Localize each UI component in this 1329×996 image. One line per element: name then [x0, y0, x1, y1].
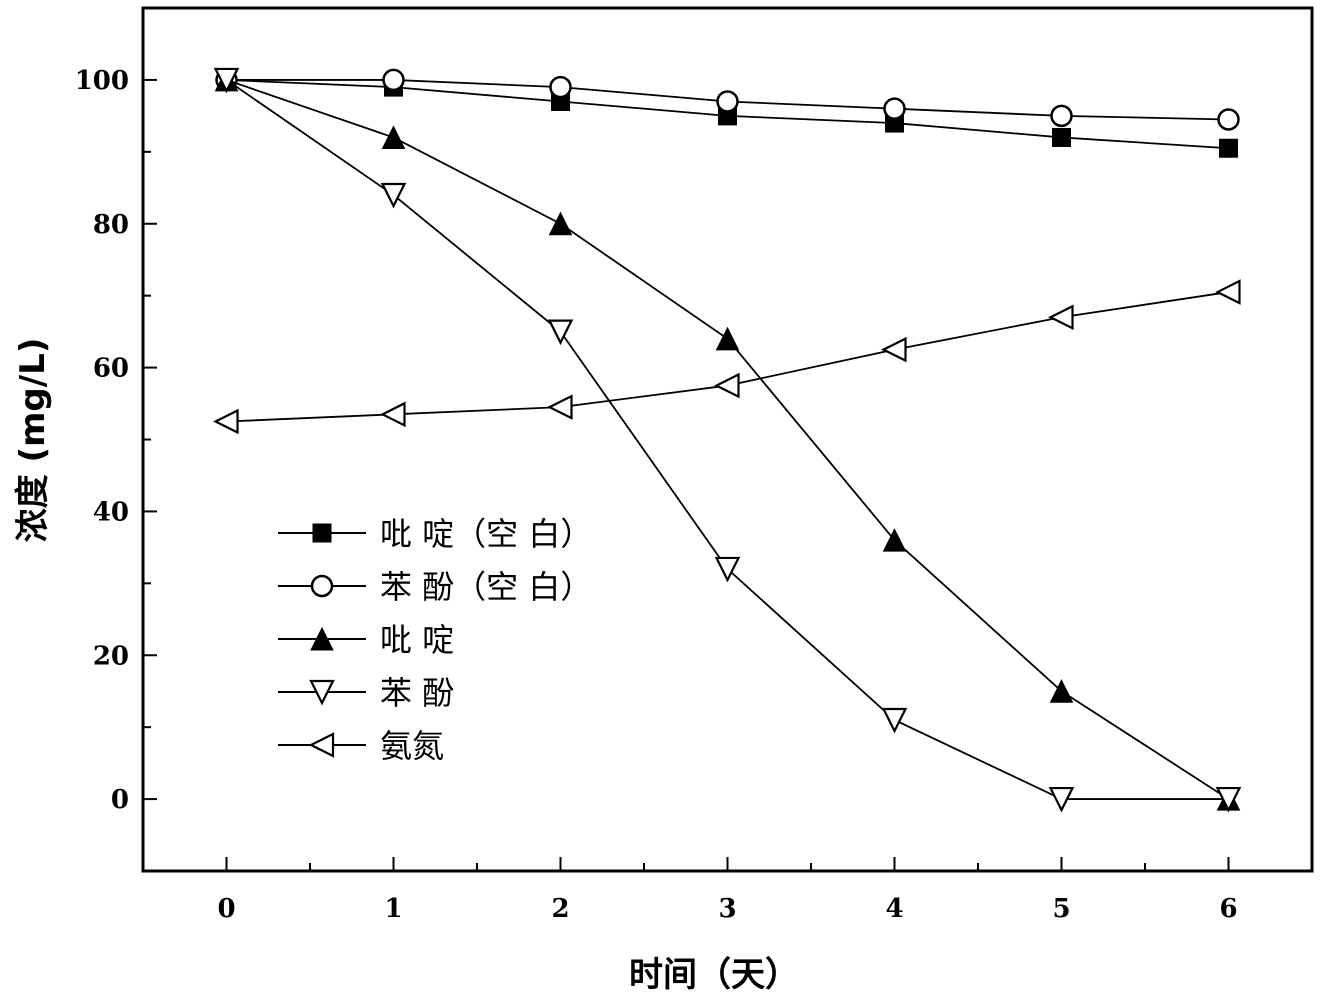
series-0 — [217, 70, 1238, 158]
data-point — [547, 319, 574, 346]
x-tick-label: 3 — [718, 894, 736, 924]
series-line — [226, 79, 1229, 800]
legend-label: 苯 酚 — [380, 674, 454, 712]
data-point — [549, 75, 572, 99]
data-point — [882, 528, 907, 552]
legend-label: 吡 啶（空 白） — [380, 515, 592, 553]
legend-label: 氨氮 — [380, 727, 444, 765]
y-tick-label: 40 — [93, 497, 129, 527]
data-point — [881, 336, 907, 363]
data-point — [716, 90, 739, 113]
y-tick-label: 60 — [93, 354, 129, 384]
data-point — [1049, 679, 1074, 703]
data-point — [881, 707, 908, 734]
data-point — [213, 67, 240, 94]
legend-marker — [309, 679, 335, 706]
series-line — [225, 79, 1229, 800]
legend-marker — [310, 574, 334, 598]
data-point — [213, 408, 239, 435]
legend-entry: 吡 啶（空 白） — [278, 515, 592, 553]
data-point — [714, 556, 741, 583]
y-axis-title: 浓度 (mg/L) — [13, 338, 53, 543]
data-point — [883, 97, 906, 120]
data-point — [714, 372, 740, 399]
x-tick-label: 0 — [217, 894, 235, 924]
data-point — [1048, 786, 1075, 813]
data-point — [1219, 138, 1238, 158]
legend-marker — [308, 732, 335, 758]
x-tick-label: 4 — [885, 894, 903, 924]
y-tick-label: 20 — [93, 641, 129, 671]
data-point — [548, 211, 573, 236]
data-point — [381, 125, 406, 149]
data-point — [1215, 279, 1241, 305]
data-point — [1050, 104, 1073, 128]
series-line — [226, 291, 1229, 423]
series-4 — [213, 279, 1241, 435]
y-tick-label: 0 — [111, 785, 129, 815]
x-axis-title: 时间（天） — [629, 955, 799, 995]
x-tick-label: 6 — [1219, 894, 1237, 924]
series-layer — [213, 67, 1242, 813]
x-tick-label: 2 — [551, 894, 569, 924]
data-point — [1048, 304, 1074, 331]
data-point — [382, 68, 405, 92]
series-3 — [213, 67, 1242, 813]
legend-entry: 苯 酚（空 白） — [278, 568, 592, 606]
legend-entry: 氨氮 — [278, 727, 444, 765]
x-axis-ticks: 0 1 2 3 4 5 6 — [217, 857, 1238, 924]
y-axis-ticks: 0 20 40 60 80 100 — [75, 7, 157, 872]
y-tick-label: 100 — [75, 66, 129, 96]
data-point — [1052, 127, 1071, 147]
data-point — [380, 182, 407, 209]
data-point — [715, 326, 740, 351]
legend-marker — [310, 626, 334, 651]
legend-marker — [312, 523, 332, 543]
x-tick-label: 1 — [384, 894, 402, 924]
legend-label: 吡 啶 — [380, 621, 454, 659]
legend: 吡 啶（空 白） 苯 酚（空 白） 吡 啶苯 酚氨氮 — [278, 515, 592, 765]
x-tick-label: 5 — [1052, 894, 1070, 924]
y-tick-label: 80 — [93, 210, 129, 240]
data-point — [1217, 108, 1240, 131]
series-2 — [214, 67, 1241, 811]
data-point — [547, 394, 573, 420]
data-point — [380, 401, 406, 428]
legend-label: 苯 酚（空 白） — [380, 568, 592, 606]
legend-entry: 苯 酚 — [278, 674, 454, 712]
legend-entry: 吡 啶 — [278, 621, 454, 659]
data-point — [1215, 786, 1242, 813]
